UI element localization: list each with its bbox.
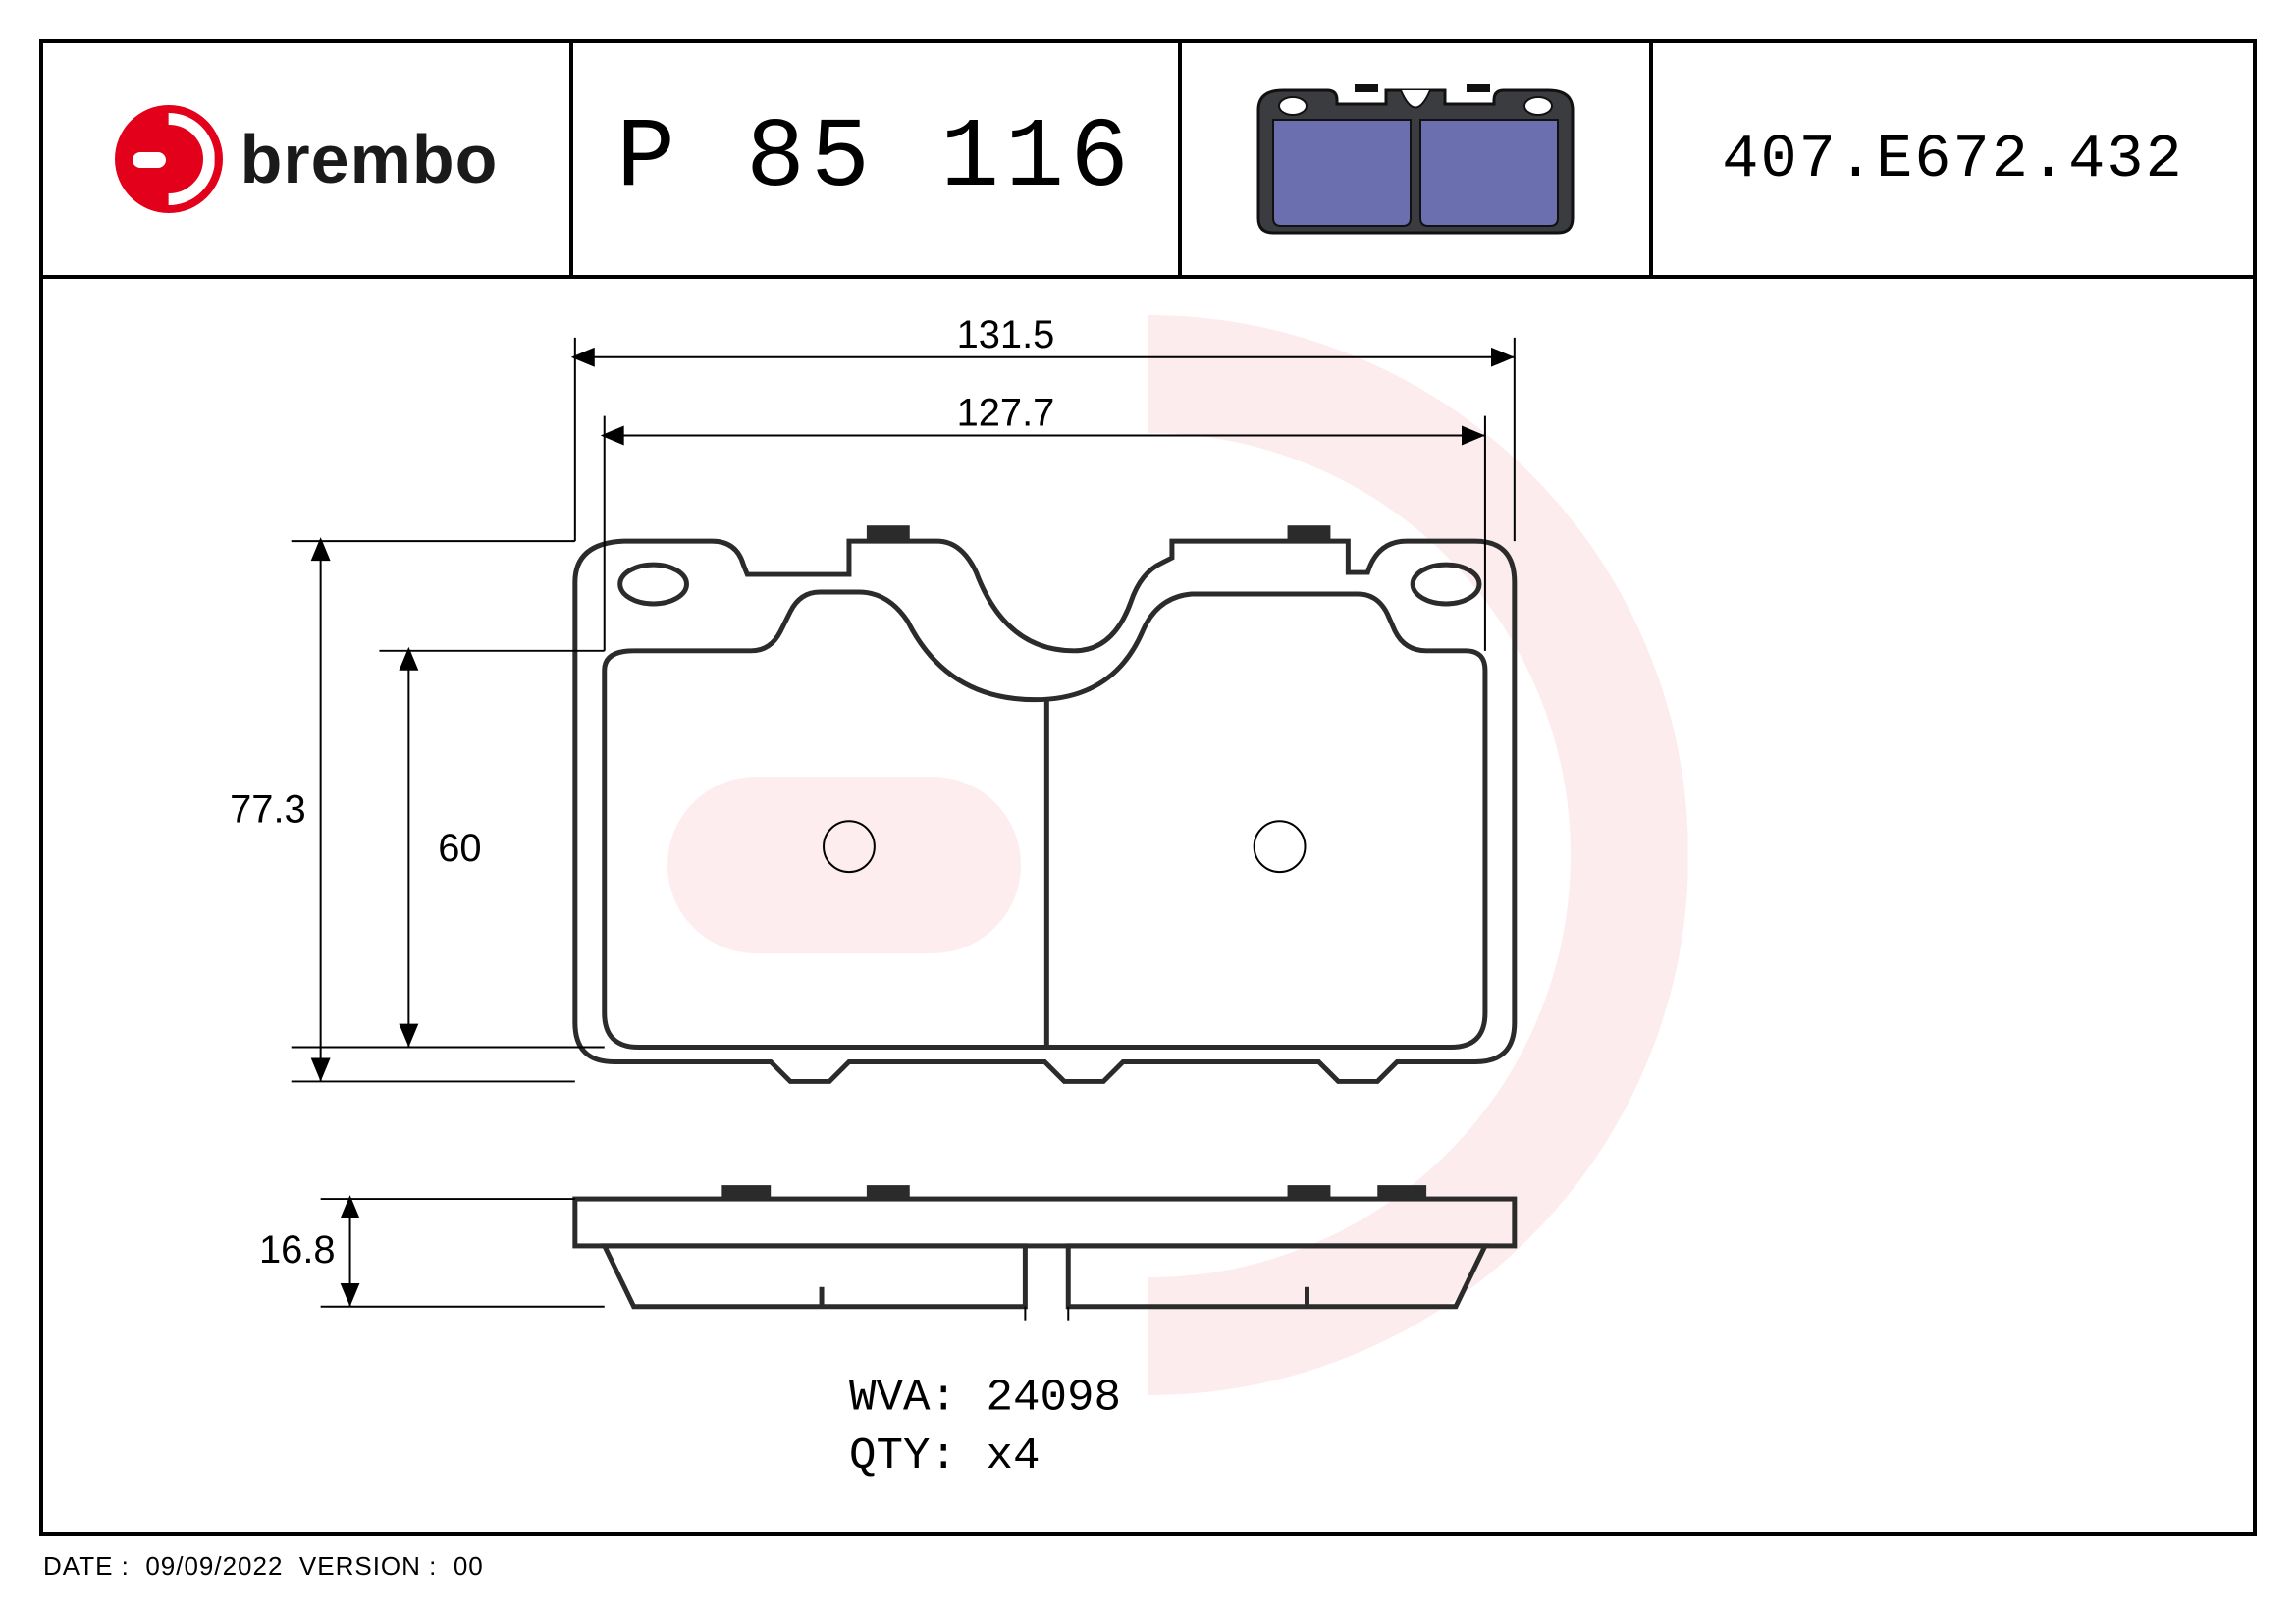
dim-overall-height: 77.3 [230, 787, 306, 831]
brembo-logo-icon [115, 105, 223, 213]
svg-text:24098: 24098 [987, 1372, 1122, 1423]
brembo-logo: brembo [115, 105, 499, 213]
wva-value: 24098 [987, 1372, 1122, 1423]
wva-label: WVA: [849, 1372, 957, 1423]
svg-text:x4: x4 [987, 1431, 1041, 1482]
secondary-code: 407.E672.432 [1722, 125, 2183, 194]
footer-version: 00 [454, 1551, 484, 1581]
svg-text:WVA:: WVA: [849, 1372, 957, 1423]
front-view [575, 525, 1515, 1081]
part-number-cell: P 85 116 [573, 43, 1182, 275]
dim-friction-height: 60 [438, 827, 481, 870]
thumbnail-cell [1182, 43, 1653, 275]
header-row: brembo P 85 116 [43, 43, 2253, 279]
svg-text:QTY:: QTY: [849, 1431, 957, 1482]
qty-label: QTY: [849, 1431, 957, 1482]
footer-date: 09/09/2022 [145, 1551, 283, 1581]
brembo-logo-text: brembo [240, 120, 499, 198]
side-view [575, 1185, 1515, 1321]
qty-value: x4 [987, 1431, 1041, 1482]
footer-text: DATE : 09/09/2022 VERSION : 00 [43, 1551, 484, 1582]
dim-plate-width: 127.7 [957, 392, 1055, 435]
dim-thickness: 16.8 [259, 1228, 336, 1272]
dimensions: 131.5 127.7 77.3 60 16.8 [230, 313, 1515, 1307]
drawing-sheet: brembo P 85 116 [39, 39, 2257, 1536]
part-number: P 85 116 [616, 104, 1135, 215]
logo-cell: brembo [43, 43, 573, 275]
technical-drawing: 131.5 127.7 77.3 60 16.8 [43, 279, 2253, 1532]
dim-overall-width: 131.5 [957, 313, 1055, 356]
footer-date-label: DATE : [43, 1551, 130, 1581]
drawing-area: 131.5 127.7 77.3 60 16.8 [43, 279, 2253, 1532]
info-block: WVA: 24098 QTY: x4 [849, 1372, 1121, 1482]
footer-version-label: VERSION : [299, 1551, 437, 1581]
code-cell: 407.E672.432 [1653, 43, 2253, 275]
pad-thumbnail-icon [1239, 71, 1592, 247]
